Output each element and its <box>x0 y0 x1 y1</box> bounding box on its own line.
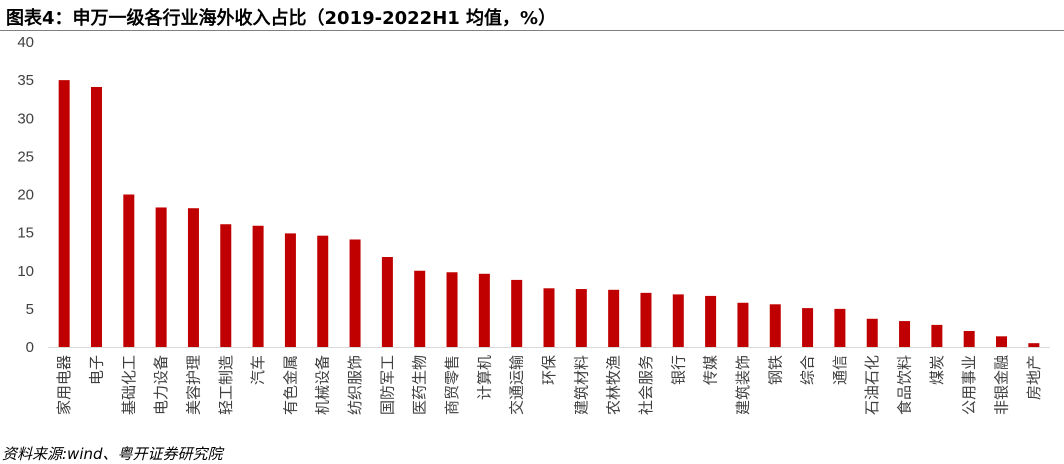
category-label: 综合 <box>799 355 817 385</box>
category-label: 银行 <box>669 355 687 385</box>
y-tick-label: 10 <box>17 263 34 280</box>
y-tick-label: 35 <box>17 72 34 89</box>
bar-17 <box>608 289 620 347</box>
y-tick-label: 40 <box>17 34 34 51</box>
category-label: 石油石化 <box>863 355 881 415</box>
category-label: 有色金属 <box>281 355 299 415</box>
y-tick-label: 30 <box>17 110 34 127</box>
bar-0 <box>58 80 70 348</box>
category-label: 食品饮料 <box>896 355 914 415</box>
category-label: 医药生物 <box>411 355 429 415</box>
bars <box>58 80 1040 348</box>
category-label: 环保 <box>540 355 558 385</box>
y-tick-label: 15 <box>17 225 34 242</box>
title-divider <box>0 30 1064 31</box>
chart-title: 图表4：申万一级各行业海外收入占比（2019-2022H1 均值，%） <box>6 8 557 29</box>
bar-4 <box>187 208 199 347</box>
y-tick-label: 25 <box>17 148 34 165</box>
y-tick-label: 5 <box>26 301 34 318</box>
category-label: 家用电器 <box>55 355 73 415</box>
source-note: 资料来源:wind、粤开证券研究院 <box>2 445 223 463</box>
category-label: 计算机 <box>475 355 493 400</box>
bar-28 <box>963 330 975 347</box>
bar-22 <box>769 304 781 347</box>
bar-27 <box>931 324 943 347</box>
bar-20 <box>705 295 717 347</box>
bar-15 <box>543 288 555 347</box>
bar-2 <box>123 194 135 347</box>
category-label: 社会服务 <box>637 355 655 415</box>
bar-24 <box>834 308 846 348</box>
bar-19 <box>672 294 684 347</box>
bar-10 <box>381 257 393 347</box>
category-label: 非银金融 <box>993 355 1011 415</box>
category-label: 电力设备 <box>152 355 170 415</box>
y-tick-label: 20 <box>17 187 34 204</box>
category-label: 农林牧渔 <box>605 355 623 415</box>
category-label: 交通运输 <box>508 355 526 415</box>
bar-9 <box>349 239 361 347</box>
bar-29 <box>996 336 1008 347</box>
x-axis-labels: 家用电器 电子 基础化工 电力设备 美容护理 轻工制造 汽车 有色金属 机械设备 纺织服饰 国防军工… <box>55 355 1043 415</box>
category-label: 轻工制造 <box>217 355 235 415</box>
category-label: 钢铁 <box>766 355 784 385</box>
bar-11 <box>414 270 426 347</box>
category-label: 建筑材料 <box>572 355 590 415</box>
category-label: 国防军工 <box>378 355 396 415</box>
category-label: 房地产 <box>1025 355 1043 400</box>
bar-26 <box>899 321 911 347</box>
bar-30 <box>1028 343 1040 347</box>
bar-5 <box>220 224 232 347</box>
bar-23 <box>802 308 814 347</box>
bar-16 <box>575 289 587 347</box>
y-axis: 0 5 10 15 20 25 30 35 40 <box>17 34 34 356</box>
bar-14 <box>511 279 523 347</box>
category-label: 公用事业 <box>960 355 978 415</box>
bar-1 <box>90 86 102 348</box>
category-label: 建筑装饰 <box>734 355 752 415</box>
category-label: 通信 <box>831 355 849 385</box>
category-label: 煤炭 <box>928 355 946 385</box>
category-label: 汽车 <box>249 355 267 385</box>
bar-21 <box>737 302 749 347</box>
category-label: 传媒 <box>702 355 720 385</box>
bar-8 <box>317 235 329 347</box>
bar-18 <box>640 292 652 347</box>
bar-6 <box>252 225 264 347</box>
category-label: 纺织服饰 <box>346 355 364 415</box>
bar-12 <box>446 272 458 347</box>
category-label: 商贸零售 <box>443 355 461 415</box>
bar-25 <box>866 318 878 347</box>
bar-7 <box>284 233 296 347</box>
category-label: 机械设备 <box>314 355 332 415</box>
bar-3 <box>155 207 167 347</box>
bar-13 <box>478 273 490 347</box>
category-label: 基础化工 <box>120 355 138 415</box>
category-label: 电子 <box>87 355 105 385</box>
y-tick-label: 0 <box>26 339 34 356</box>
category-label: 美容护理 <box>184 355 202 415</box>
